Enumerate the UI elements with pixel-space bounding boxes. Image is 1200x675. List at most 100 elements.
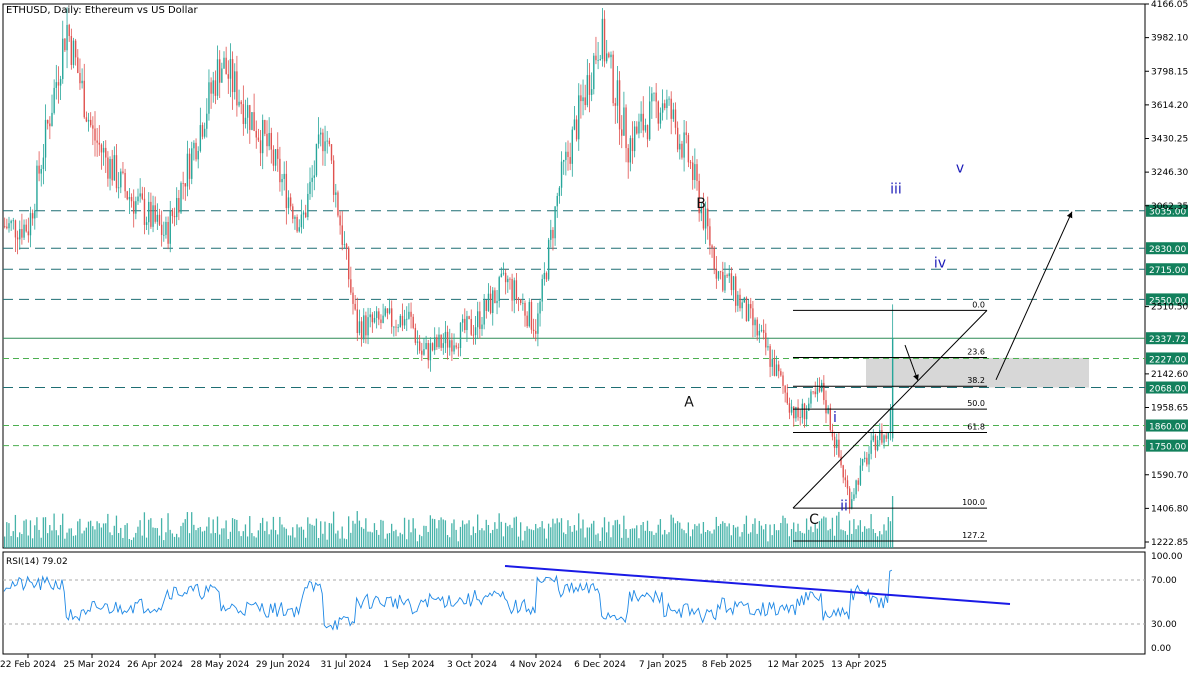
candle-body [324, 141, 326, 152]
candle-body [307, 193, 309, 218]
candle-body [270, 132, 272, 150]
candle-body [773, 358, 776, 376]
volume-bar [537, 528, 539, 548]
candle-body [425, 343, 427, 350]
pullback-arrow [904, 344, 919, 381]
candle-body [339, 215, 341, 226]
candle-body [360, 321, 363, 340]
candle-body [255, 130, 257, 138]
candle-body [109, 158, 111, 179]
volume-bar [870, 514, 872, 548]
volume-bar [786, 523, 788, 548]
candle-body [855, 480, 857, 495]
volume-bar [711, 533, 713, 548]
candle-body [597, 59, 599, 61]
volume-bar [702, 521, 705, 548]
volume-bar [823, 516, 825, 548]
volume-bar [143, 512, 146, 548]
candle-body [29, 213, 32, 236]
volume-bar [726, 526, 728, 548]
volume-bar [623, 515, 625, 548]
volume-bar [500, 521, 502, 548]
volume-bar [760, 525, 763, 548]
candle-body [64, 38, 66, 51]
candle-body [646, 125, 649, 140]
candle-body [262, 120, 264, 154]
volume-bar [601, 527, 603, 548]
price-axis: 3035.00 2830.00 2715.00 2550.00 2337.72 2227.… [1145, 0, 1188, 548]
candle-body [889, 409, 892, 433]
candle-body [163, 234, 165, 236]
volume-bar [397, 536, 399, 548]
candle-body [472, 334, 475, 336]
volume-bar [324, 521, 326, 548]
candle-body [638, 121, 640, 134]
candle-body [846, 480, 849, 489]
candle-body [818, 387, 821, 392]
candle-body [70, 36, 73, 65]
x-tick-label: 13 Apr 2025 [831, 660, 887, 670]
candle-body [670, 98, 672, 119]
candle-body [821, 382, 823, 392]
volume-bar [522, 540, 524, 548]
volume-bar [539, 527, 541, 548]
volume-bar [524, 530, 526, 548]
volume-bar [646, 520, 649, 548]
candle-body [719, 271, 722, 273]
candle-body [124, 172, 126, 192]
volume-bar [868, 528, 870, 548]
volume-bar [188, 533, 191, 548]
candle-body [279, 158, 281, 183]
volume-bar [808, 529, 810, 548]
candle-body [133, 201, 135, 214]
volume-bar [128, 538, 130, 548]
volume-bar [515, 516, 517, 548]
candle-body [186, 153, 189, 187]
candle-body [300, 214, 303, 228]
candle-body [676, 127, 679, 150]
volume-bar [874, 532, 877, 548]
volume-bar [790, 529, 793, 548]
candle-body [569, 157, 571, 164]
volume-bar [414, 528, 416, 548]
volume-bar [348, 516, 350, 548]
volume-bar [775, 530, 778, 548]
candle-body [210, 82, 212, 94]
level-label: 2550.00 [1149, 296, 1186, 306]
volume-bar [242, 531, 244, 548]
volume-bar [838, 511, 840, 548]
volume-bar [145, 537, 148, 548]
volume-bar [294, 537, 296, 548]
candle-body [492, 290, 494, 313]
volume-bar [750, 532, 752, 548]
volume-bar [279, 516, 281, 548]
candle-body [782, 375, 784, 386]
volume-bar [94, 529, 96, 548]
candle-body [541, 278, 543, 302]
candle-body [655, 92, 657, 102]
wave-label-B: B [696, 196, 706, 212]
candle-body [560, 161, 563, 188]
volume-bar [636, 525, 638, 548]
level-label: 2715.00 [1149, 266, 1186, 276]
candle-body [444, 331, 447, 344]
candle-body [12, 220, 14, 222]
volume-bar [672, 517, 674, 548]
volume-bar [102, 523, 105, 548]
candle-body [418, 341, 421, 351]
volume-bar [526, 526, 528, 548]
candle-body [739, 294, 741, 309]
candle-body [752, 308, 754, 326]
candle-body [231, 59, 234, 93]
volume-bar [47, 533, 49, 548]
y-tick-label: 4166.05 [1151, 0, 1188, 10]
candle-body [90, 119, 92, 126]
candle-body [154, 205, 156, 222]
volume-bar [429, 515, 431, 548]
volume-bar [717, 526, 720, 548]
level-tag-2550.00 [1146, 293, 1188, 306]
rsi-tick-label: 100.00 [1151, 552, 1183, 562]
volume-bar [713, 529, 715, 548]
volume-bar [593, 520, 595, 548]
volume-bar [195, 530, 197, 548]
